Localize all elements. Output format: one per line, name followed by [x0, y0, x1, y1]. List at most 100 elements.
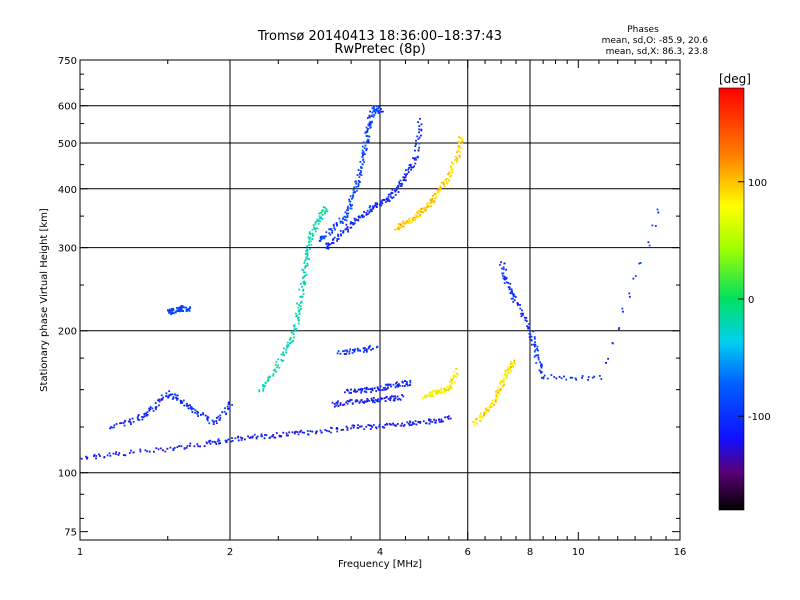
data-point	[339, 220, 342, 223]
data-point	[512, 297, 514, 300]
data-point	[407, 168, 410, 171]
data-point	[337, 233, 339, 236]
data-point	[571, 376, 574, 379]
data-point	[461, 137, 464, 140]
data-point	[352, 426, 355, 429]
data-point	[394, 397, 397, 400]
data-point	[292, 330, 295, 333]
data-point	[387, 198, 390, 201]
data-point	[182, 399, 185, 402]
data-point	[279, 435, 281, 438]
data-point	[360, 174, 363, 176]
data-point	[412, 217, 415, 219]
data-point	[187, 404, 189, 407]
data-point	[376, 203, 378, 206]
data-point	[375, 426, 377, 429]
data-point	[115, 453, 117, 455]
data-point	[361, 214, 364, 217]
data-point	[371, 399, 373, 402]
data-point	[132, 420, 135, 423]
data-point	[345, 216, 347, 219]
data-point	[449, 385, 452, 388]
data-point	[421, 207, 424, 210]
data-point	[301, 268, 304, 271]
data-point	[432, 194, 434, 197]
data-point	[367, 399, 370, 402]
data-point	[527, 327, 530, 330]
data-point	[341, 221, 344, 224]
data-point	[369, 388, 372, 390]
data-point	[540, 364, 542, 367]
data-point	[275, 360, 278, 363]
data-point	[380, 110, 383, 113]
data-point	[293, 324, 296, 326]
data-point	[434, 193, 436, 195]
data-point	[294, 431, 296, 433]
data-point	[493, 404, 495, 406]
data-point	[273, 368, 276, 371]
data-point	[349, 203, 351, 206]
data-point	[365, 149, 368, 152]
data-point	[647, 241, 650, 244]
data-point	[362, 347, 365, 350]
data-point	[423, 395, 426, 398]
data-point	[285, 434, 288, 437]
data-point	[484, 412, 486, 415]
data-point	[339, 221, 342, 224]
data-point	[418, 142, 421, 145]
data-point	[367, 347, 370, 350]
data-point	[306, 430, 309, 432]
data-point	[292, 333, 295, 335]
data-point	[379, 389, 382, 391]
data-point	[352, 222, 354, 224]
data-point	[495, 393, 498, 396]
y-tick-label: 75	[64, 528, 77, 539]
data-point	[371, 387, 374, 390]
data-point	[521, 314, 524, 317]
data-point	[350, 207, 353, 210]
data-point	[495, 397, 497, 400]
data-point	[361, 149, 364, 152]
data-point	[142, 416, 145, 419]
data-point	[353, 186, 356, 189]
data-point	[416, 135, 419, 138]
data-point	[472, 421, 475, 423]
data-point	[365, 126, 368, 129]
data-point	[366, 131, 368, 133]
data-point	[539, 361, 541, 364]
data-point	[211, 419, 214, 422]
data-point	[227, 407, 229, 410]
data-point	[502, 277, 505, 280]
data-point	[349, 348, 352, 351]
data-point	[391, 197, 394, 199]
data-point	[451, 378, 454, 380]
data-point	[299, 295, 302, 298]
data-point	[189, 442, 192, 445]
data-point	[194, 411, 196, 414]
data-point	[171, 312, 173, 315]
data-point	[193, 445, 196, 448]
data-point	[449, 380, 451, 383]
data-point	[345, 212, 348, 215]
data-point	[415, 423, 418, 426]
data-point	[255, 437, 258, 440]
colorbar-tick-label: -100	[748, 412, 771, 423]
data-point	[505, 370, 507, 373]
data-point	[258, 390, 261, 393]
data-point	[315, 432, 317, 435]
data-point	[326, 245, 329, 248]
data-point	[339, 230, 342, 232]
data-point	[158, 400, 161, 403]
data-point	[251, 436, 254, 439]
data-point	[212, 423, 215, 425]
y-axis-label: Stationary phase Virtual Height [km]	[39, 208, 50, 392]
data-point	[377, 107, 379, 110]
data-point	[399, 226, 401, 229]
data-point	[155, 447, 158, 450]
data-point	[376, 386, 379, 389]
data-point	[395, 424, 398, 427]
data-point	[382, 426, 385, 429]
data-point	[417, 421, 420, 424]
data-point	[287, 434, 289, 437]
data-point	[280, 435, 282, 437]
